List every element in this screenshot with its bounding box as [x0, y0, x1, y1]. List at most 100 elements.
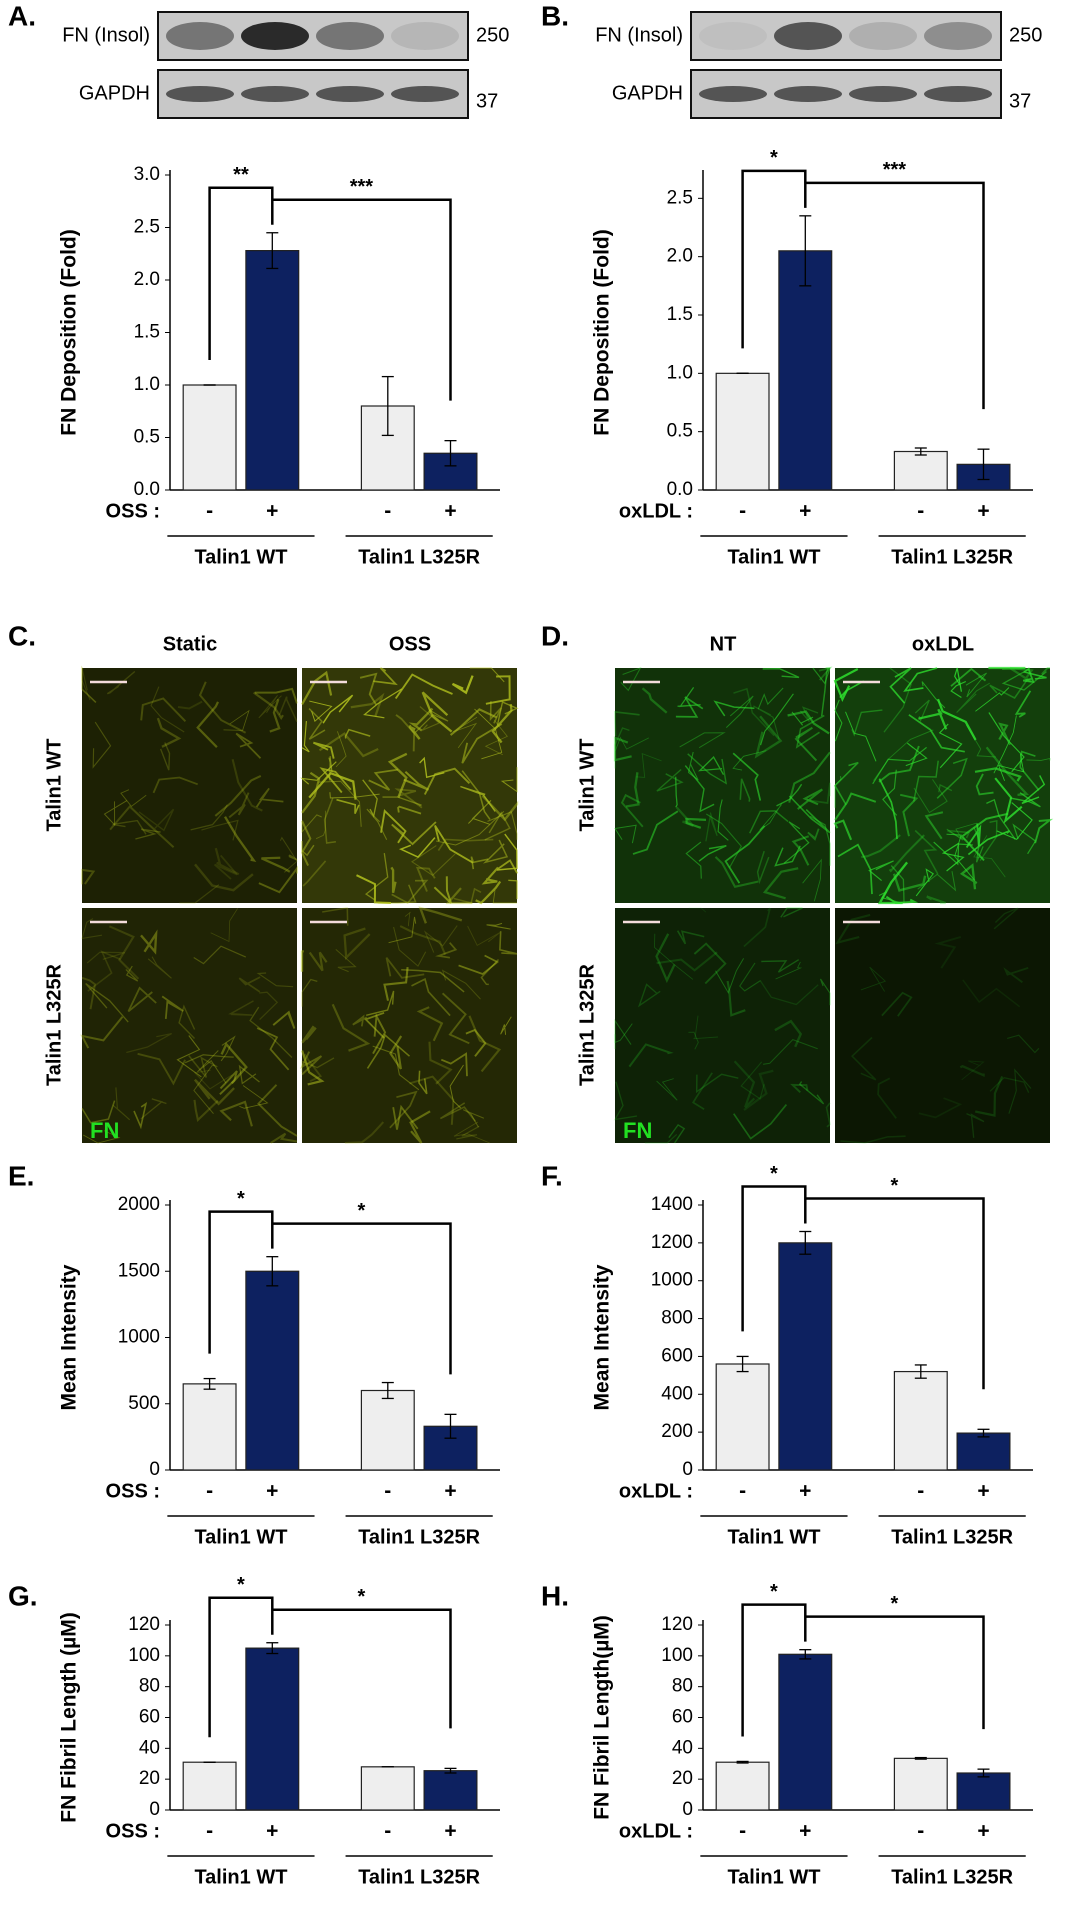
fibril — [308, 771, 357, 800]
fibril — [258, 695, 282, 719]
fibril — [329, 792, 380, 799]
y-tick-label: 0 — [682, 1459, 693, 1480]
panel-label: C. — [8, 620, 36, 651]
significance-label: * — [237, 1574, 245, 1596]
blot-size: 37 — [1009, 90, 1031, 112]
y-tick-label: 1.0 — [667, 362, 693, 383]
fibril — [656, 1078, 678, 1101]
fibril — [496, 701, 519, 726]
fibril — [389, 1035, 403, 1070]
stain-label: FN — [90, 1118, 119, 1143]
fibril — [453, 1121, 490, 1144]
fibril — [135, 828, 161, 840]
fibril — [820, 667, 829, 717]
fibril — [269, 698, 281, 733]
significance-label: *** — [883, 159, 907, 181]
fibril — [974, 1075, 1004, 1117]
group-label: Talin1 L325R — [358, 1526, 480, 1548]
fibril — [714, 856, 759, 888]
fibril — [255, 787, 284, 808]
fibril — [480, 958, 500, 986]
fibril — [109, 805, 175, 849]
fibril — [193, 1069, 233, 1090]
fibril — [614, 736, 649, 751]
fibril — [656, 768, 684, 792]
fibril — [840, 1135, 906, 1144]
fibril — [451, 675, 474, 695]
significance-bracket — [741, 169, 807, 349]
fibril — [688, 1031, 699, 1050]
fibril — [223, 816, 257, 862]
y-tick-label: 40 — [139, 1737, 160, 1758]
fibril — [912, 760, 939, 802]
fibril — [806, 782, 831, 804]
significance-label: ** — [233, 164, 249, 186]
error-bar — [444, 1767, 457, 1774]
error-bar — [736, 1760, 749, 1764]
significance-bracket — [805, 181, 985, 410]
fibril — [81, 667, 91, 701]
x-tick-label: - — [739, 500, 746, 523]
fibril — [878, 745, 920, 783]
fibril — [761, 959, 800, 973]
fibril — [834, 776, 842, 808]
y-tick-label: 80 — [139, 1676, 160, 1697]
fibril — [614, 710, 640, 737]
group-label: Talin1 WT — [194, 546, 287, 568]
fibril — [938, 723, 963, 769]
fibril — [967, 830, 1010, 856]
y-tick-label: 1500 — [118, 1260, 160, 1281]
significance-label: * — [770, 147, 778, 169]
fibril — [445, 887, 473, 905]
fibril — [961, 1060, 985, 1081]
fibril — [851, 709, 883, 737]
fibril — [774, 1019, 803, 1048]
fibril — [399, 925, 447, 955]
fibril — [917, 871, 957, 892]
fibril — [625, 772, 640, 808]
fibril — [152, 776, 199, 794]
fibril — [756, 850, 770, 885]
fibril — [998, 722, 1011, 746]
group-label: Talin1 WT — [727, 546, 820, 568]
fibril — [335, 949, 357, 973]
fibril — [81, 918, 103, 940]
fibril — [318, 732, 379, 758]
fibril — [256, 972, 294, 988]
y-axis-label: Mean Intensity — [58, 1264, 81, 1410]
fibril — [628, 1043, 674, 1068]
bar — [360, 1389, 415, 1471]
panel-label: B. — [541, 0, 569, 31]
micrograph — [80, 908, 298, 1144]
fibril — [150, 686, 185, 733]
column-label: OSS — [389, 633, 431, 655]
fibril — [882, 769, 898, 816]
fibril — [302, 860, 327, 887]
treatment-label: OSS : — [106, 500, 160, 522]
fibril — [687, 753, 728, 785]
column-label: oxLDL — [912, 633, 974, 655]
fibril — [749, 810, 789, 834]
fibril — [486, 922, 511, 930]
blot-band — [699, 22, 767, 50]
blot-band — [391, 86, 459, 102]
fibril — [344, 1121, 385, 1145]
y-axis-label: FN Deposition (Fold) — [58, 229, 81, 435]
micrograph-bg — [615, 908, 830, 1143]
fibril — [198, 681, 247, 734]
fibril — [946, 833, 976, 881]
fibril — [947, 829, 971, 841]
fibril — [462, 1109, 485, 1128]
fibril — [467, 925, 501, 947]
fibril — [763, 1038, 818, 1065]
panel-label: A. — [8, 0, 36, 31]
fibril — [309, 700, 333, 722]
y-tick-label: 2.5 — [667, 187, 693, 208]
fibril — [235, 732, 262, 759]
y-tick-label: 0 — [149, 1799, 160, 1820]
micrograph — [835, 907, 1050, 1144]
fibril — [201, 819, 239, 841]
fibril — [391, 821, 437, 846]
fibril — [613, 1081, 638, 1121]
significance-label: * — [770, 1581, 778, 1603]
